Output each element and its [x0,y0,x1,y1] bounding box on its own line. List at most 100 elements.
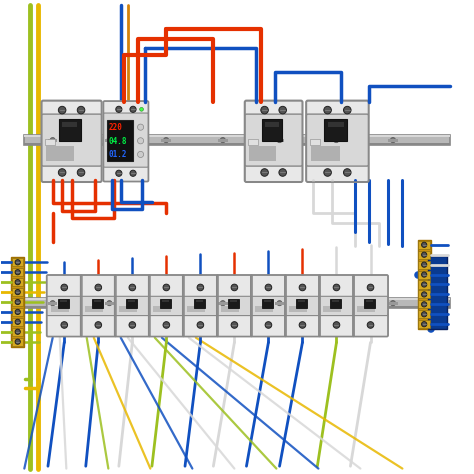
Bar [296,299,307,308]
Bar [419,261,430,269]
Circle shape [130,170,136,176]
Bar [228,299,239,308]
Bar [264,300,271,302]
Bar [12,337,23,346]
Text: 220: 220 [109,123,122,132]
Circle shape [220,301,226,306]
Bar [419,301,430,309]
FancyBboxPatch shape [47,314,82,336]
Bar [161,139,171,142]
Circle shape [220,137,226,143]
FancyBboxPatch shape [353,296,388,316]
Circle shape [116,170,122,176]
Circle shape [391,137,396,143]
Bar [221,306,239,312]
FancyBboxPatch shape [104,163,148,181]
Circle shape [279,106,286,114]
Circle shape [333,284,340,291]
Bar [24,307,450,309]
Bar [275,302,284,305]
Circle shape [107,301,112,306]
Circle shape [261,106,268,114]
Circle shape [58,106,66,114]
FancyBboxPatch shape [217,314,252,336]
Circle shape [15,270,20,275]
FancyBboxPatch shape [245,114,302,166]
Bar [12,288,23,296]
Circle shape [279,169,286,176]
FancyBboxPatch shape [104,101,148,117]
Bar [94,300,101,302]
Circle shape [163,284,170,291]
Circle shape [107,137,112,143]
Circle shape [391,301,396,306]
Bar [12,308,23,316]
Circle shape [334,301,339,306]
FancyBboxPatch shape [81,314,116,336]
FancyBboxPatch shape [245,101,302,119]
Bar [105,302,114,305]
Circle shape [231,322,237,328]
Circle shape [324,169,331,176]
Bar [332,300,339,302]
Bar [262,299,273,308]
Bar [419,320,430,328]
Bar [58,299,69,308]
Circle shape [140,108,144,111]
Circle shape [299,284,306,291]
Bar [290,306,307,312]
Circle shape [15,319,20,324]
Bar [357,306,375,312]
Bar [255,306,273,312]
Text: 04.8: 04.8 [109,137,127,146]
Bar [230,300,237,302]
Bar [128,300,135,302]
FancyBboxPatch shape [217,296,252,316]
Bar [59,119,81,141]
Circle shape [15,339,20,344]
Bar [323,306,341,312]
Circle shape [130,106,136,112]
Bar [275,139,284,142]
Bar [311,146,340,161]
Bar [46,146,74,161]
Circle shape [137,151,144,157]
Circle shape [15,300,20,305]
Bar [24,298,450,300]
Circle shape [277,301,282,306]
Circle shape [324,106,331,114]
Bar [388,302,398,305]
Bar [262,119,283,141]
Circle shape [116,106,122,112]
Bar [187,306,205,312]
Bar [328,122,344,127]
Circle shape [421,252,427,257]
FancyBboxPatch shape [149,275,183,300]
Bar [24,135,450,137]
Circle shape [421,282,427,287]
Circle shape [421,272,427,277]
Bar [24,298,450,309]
FancyBboxPatch shape [149,314,183,336]
Bar [419,291,430,299]
Bar [248,139,258,145]
Bar [12,268,23,276]
Circle shape [61,322,68,328]
Bar [105,139,114,142]
FancyBboxPatch shape [183,314,218,336]
Circle shape [15,329,20,334]
Bar [161,302,171,305]
Bar [218,302,228,305]
Circle shape [137,124,144,130]
Bar [298,300,305,302]
Circle shape [15,260,20,265]
Bar [364,299,375,308]
Bar [419,251,430,259]
Bar [331,302,341,305]
FancyBboxPatch shape [149,296,183,316]
Bar [324,119,347,141]
Circle shape [50,301,55,306]
FancyBboxPatch shape [285,296,319,316]
Bar [419,281,430,289]
FancyBboxPatch shape [319,314,354,336]
